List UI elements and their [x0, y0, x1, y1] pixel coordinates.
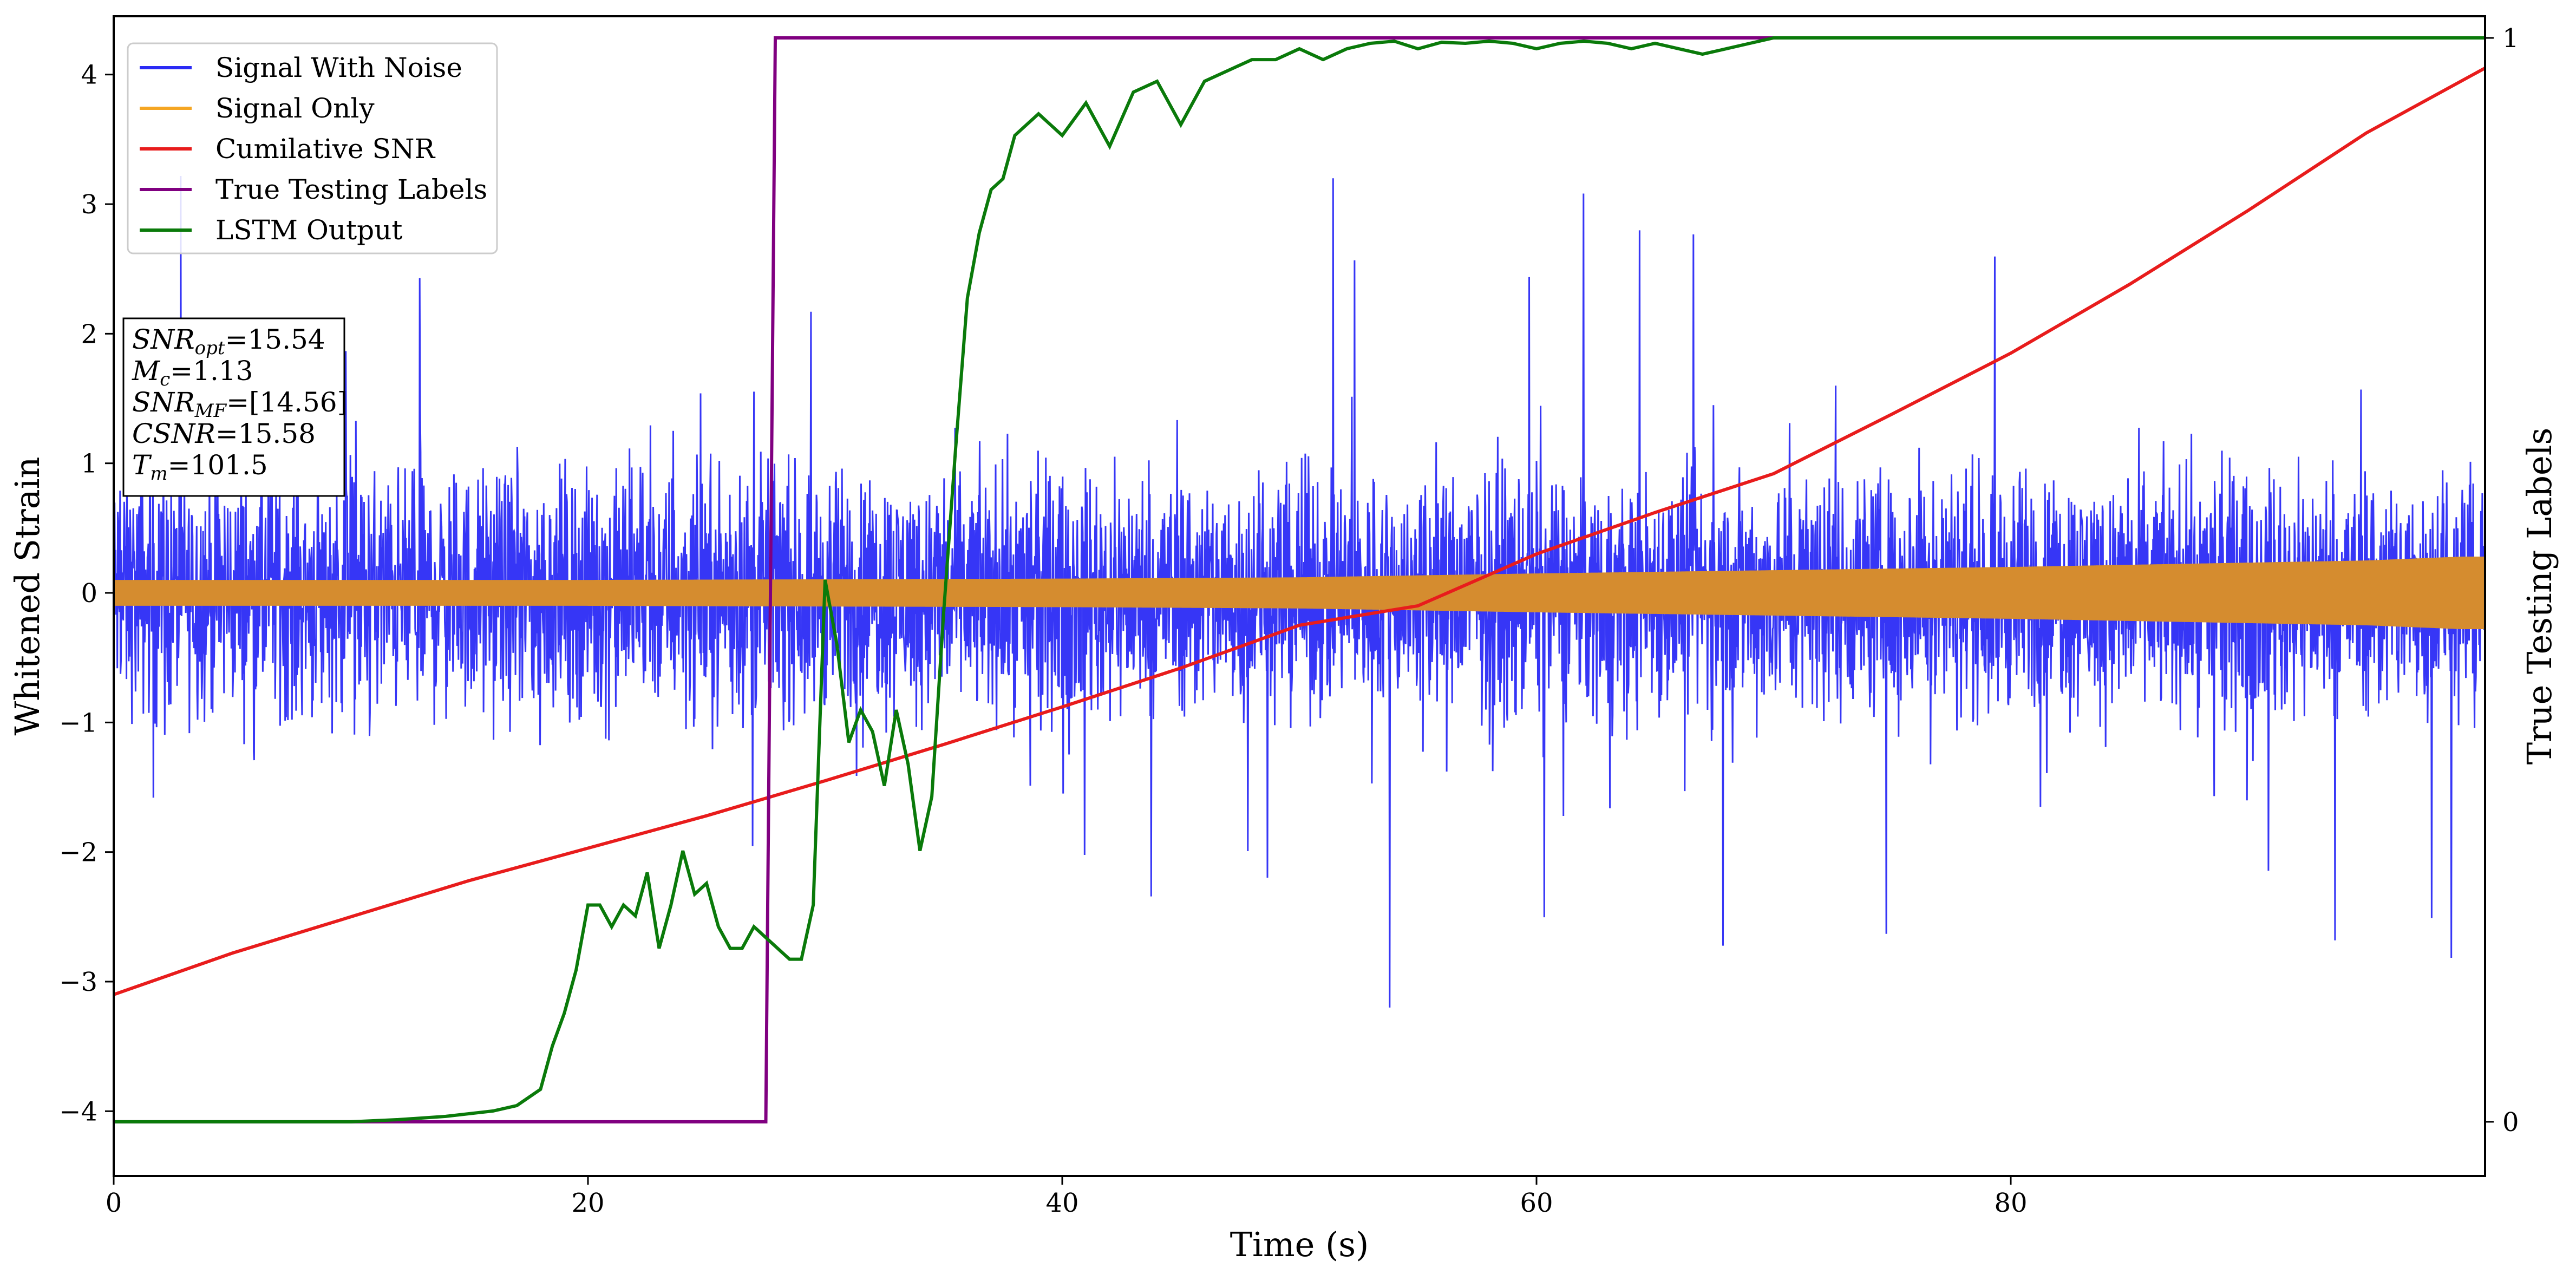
- lstm-output-series: [114, 36, 2485, 1123]
- plot-area-frame: [113, 15, 2486, 1177]
- annotation-snr-opt: SNRopt=15.54: [132, 324, 325, 359]
- x-tick-label: 0: [106, 1188, 122, 1218]
- cumilative-snr-series: [113, 67, 2486, 996]
- legend: Signal With Noise Signal Only Cumilative S…: [127, 42, 498, 254]
- y-tick-label: 2: [81, 319, 97, 349]
- cumilative-snr-line: [113, 67, 2486, 996]
- y2-tick-label: 0: [2502, 1107, 2519, 1138]
- signal-with-noise-series: [114, 175, 2485, 1008]
- x-tick-label: 40: [1045, 1188, 1078, 1218]
- y-tick-label: 3: [81, 190, 97, 220]
- x-tick-label: 80: [1994, 1188, 2027, 1218]
- x-tick-label: 20: [571, 1188, 604, 1218]
- y2-tick-label: 1: [2502, 23, 2519, 54]
- lstm-output-line: [114, 36, 2485, 1123]
- y-tick-label: 0: [81, 578, 97, 609]
- true-testing-labels-line: [114, 36, 2485, 1123]
- y-tick-label: −3: [59, 967, 97, 997]
- annotation-snr-mf: SNRMF=[14.56]: [132, 387, 348, 422]
- y-tick-label: 1: [81, 449, 97, 479]
- annotation-frame: [122, 317, 345, 497]
- annotation-csnr: CSNR=15.58: [132, 418, 316, 449]
- parameter-annotation-box: SNRopt=15.54 Mc=1.13 SNRMF=[14.56] CSNR=…: [122, 317, 348, 497]
- annotation-tm: Tm=101.5: [132, 449, 268, 485]
- x-tick-label: 60: [1520, 1188, 1553, 1218]
- legend-label: Cumilative SNR: [215, 133, 435, 165]
- true-testing-labels-series: [114, 36, 2485, 1123]
- y-tick-label: −1: [59, 708, 97, 738]
- legend-label: Signal With Noise: [215, 52, 462, 83]
- y2-axis-title: True Testing Labels: [2520, 428, 2559, 765]
- annotation-mc: Mc=1.13: [132, 355, 253, 390]
- legend-label: True Testing Labels: [215, 174, 487, 205]
- y-tick-label: −4: [59, 1096, 97, 1127]
- y-axis-title: Whitened Strain: [8, 457, 47, 736]
- signal-with-noise-line: [114, 175, 2485, 1008]
- legend-label: Signal Only: [215, 93, 375, 124]
- signal-only-series: [114, 556, 2485, 630]
- y-tick-label: 4: [81, 60, 97, 90]
- signal-only-line: [114, 556, 2485, 630]
- legend-frame: [127, 42, 498, 254]
- x-axis-title: Time (s): [1230, 1225, 1369, 1264]
- y-tick-label: −2: [59, 838, 97, 868]
- legend-label: LSTM Output: [215, 214, 402, 246]
